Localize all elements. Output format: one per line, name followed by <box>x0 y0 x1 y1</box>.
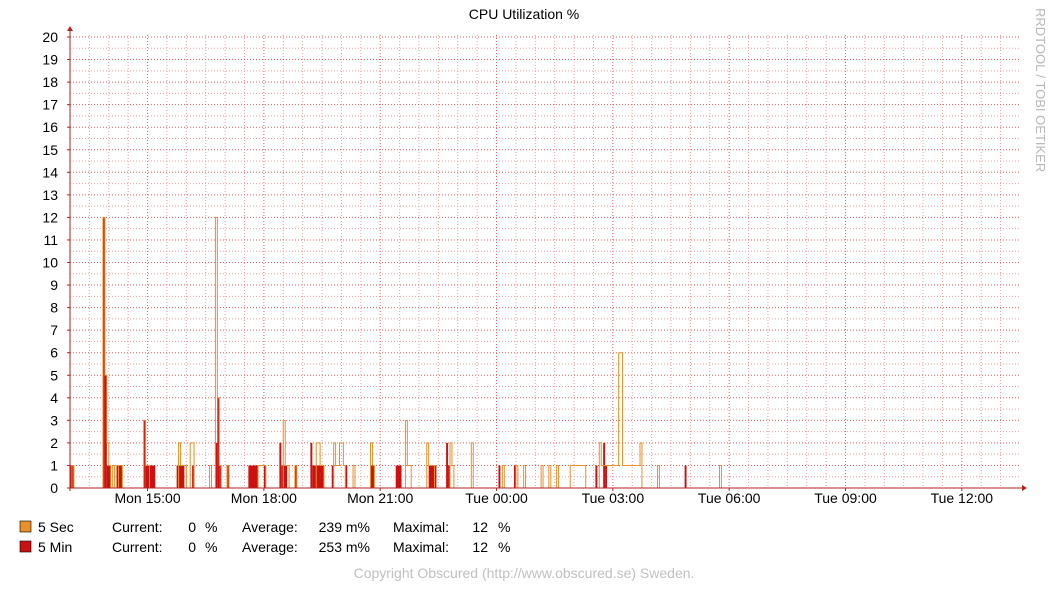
five-min-bar <box>279 442 282 488</box>
x-tick-label: Mon 21:00 <box>347 490 413 506</box>
five-min-bar <box>215 442 218 488</box>
legend-max-value: 12 <box>472 519 488 535</box>
five-min-bar <box>143 420 146 488</box>
y-tick-label: 11 <box>43 232 58 248</box>
legend-current-unit: % <box>205 519 217 535</box>
x-tick-label: Tue 06:00 <box>698 490 761 506</box>
five-min-bar <box>331 465 334 488</box>
legend-average-value: 239 m% <box>319 519 370 535</box>
y-tick-label: 0 <box>50 480 58 496</box>
y-tick-label: 1 <box>50 457 58 473</box>
five-min-bar <box>102 217 105 488</box>
five-min-bar <box>219 465 222 488</box>
legend-max-label: Maximal: <box>393 539 449 555</box>
five-min-bar <box>145 465 156 488</box>
five-min-bar <box>248 465 259 488</box>
y-tick-label: 6 <box>50 345 58 361</box>
legend-current-label: Current: <box>112 539 163 555</box>
five-min-bar <box>106 465 111 488</box>
five-min-bar <box>192 465 195 488</box>
five-min-bar <box>513 465 516 488</box>
y-tick-label: 7 <box>50 322 58 338</box>
five-min-bar <box>446 442 449 488</box>
five-min-bar <box>217 397 220 488</box>
five-min-bar <box>310 442 313 488</box>
five-min-bar <box>428 465 437 488</box>
legend-swatch <box>19 540 32 553</box>
x-tick-label: Mon 18:00 <box>231 490 297 506</box>
five-min-bar <box>104 375 107 488</box>
five-min-bar <box>227 465 229 488</box>
x-tick-label: Mon 15:00 <box>114 490 180 506</box>
chart-title: CPU Utilization % <box>469 6 579 22</box>
x-tick-label: Tue 03:00 <box>582 490 645 506</box>
five-min-bar <box>263 465 266 488</box>
legend-current-unit: % <box>205 539 217 555</box>
y-tick-label: 20 <box>42 29 58 45</box>
y-tick-label: 15 <box>42 142 58 158</box>
five-min-bar <box>448 465 450 488</box>
five-min-bar <box>595 465 598 488</box>
y-tick-label: 16 <box>42 119 58 135</box>
rrdtool-credit-label: RRDTOOL / TOBI OETIKER <box>1033 8 1048 172</box>
y-tick-label: 5 <box>50 367 58 383</box>
five-min-bar <box>605 465 608 488</box>
legend-max-unit: % <box>498 539 510 555</box>
legend-current-value: 0 <box>188 539 196 555</box>
five-min-bar <box>395 465 402 488</box>
y-tick-label: 3 <box>50 412 58 428</box>
x-tick-label: Tue 12:00 <box>931 490 994 506</box>
y-tick-label: 10 <box>42 255 58 271</box>
y-axis-arrow <box>67 26 73 31</box>
y-tick-label: 13 <box>42 187 58 203</box>
legend: 5 Sec Current: 0% Average: 239 m% Maximal: 12%… <box>19 519 510 555</box>
legend-swatch <box>19 520 32 533</box>
five-min-bar <box>176 465 185 488</box>
legend-average-label: Average: <box>242 519 298 535</box>
copyright-footer: Copyright Obscured (http://www.obscured.… <box>354 565 695 581</box>
legend-series-name: 5 Sec <box>38 519 74 535</box>
five-min-bar <box>345 465 348 488</box>
five-sec-line <box>70 216 722 489</box>
legend-max-label: Maximal: <box>393 519 449 535</box>
five-min-bar <box>281 465 288 488</box>
five-min-bar <box>116 465 123 488</box>
legend-series-name: 5 Min <box>38 539 72 555</box>
five-min-bar <box>498 465 501 488</box>
legend-average-label: Average: <box>242 539 298 555</box>
legend-max-unit: % <box>498 519 510 535</box>
series-layer <box>70 216 722 489</box>
legend-average-value: 253 m% <box>319 539 370 555</box>
y-tick-label: 12 <box>42 209 58 225</box>
y-tick-label: 2 <box>50 435 58 451</box>
five-min-bar <box>294 465 297 488</box>
x-tick-label: Tue 00:00 <box>465 490 528 506</box>
legend-max-value: 12 <box>472 539 488 555</box>
five-min-bar <box>370 465 375 488</box>
y-tick-label: 17 <box>42 97 58 113</box>
five-min-bar <box>684 465 687 488</box>
grid <box>70 35 1020 488</box>
y-tick-label: 19 <box>42 52 58 68</box>
legend-current-value: 0 <box>188 519 196 535</box>
y-tick-label: 9 <box>50 277 58 293</box>
legend-current-label: Current: <box>112 519 163 535</box>
y-tick-label: 4 <box>50 390 58 406</box>
x-tick-label: Tue 09:00 <box>814 490 877 506</box>
x-axis-arrow <box>1022 485 1027 491</box>
y-tick-label: 18 <box>42 74 58 90</box>
five-min-bar <box>312 465 324 488</box>
y-tick-label: 8 <box>50 300 58 316</box>
y-tick-label: 14 <box>42 164 58 180</box>
